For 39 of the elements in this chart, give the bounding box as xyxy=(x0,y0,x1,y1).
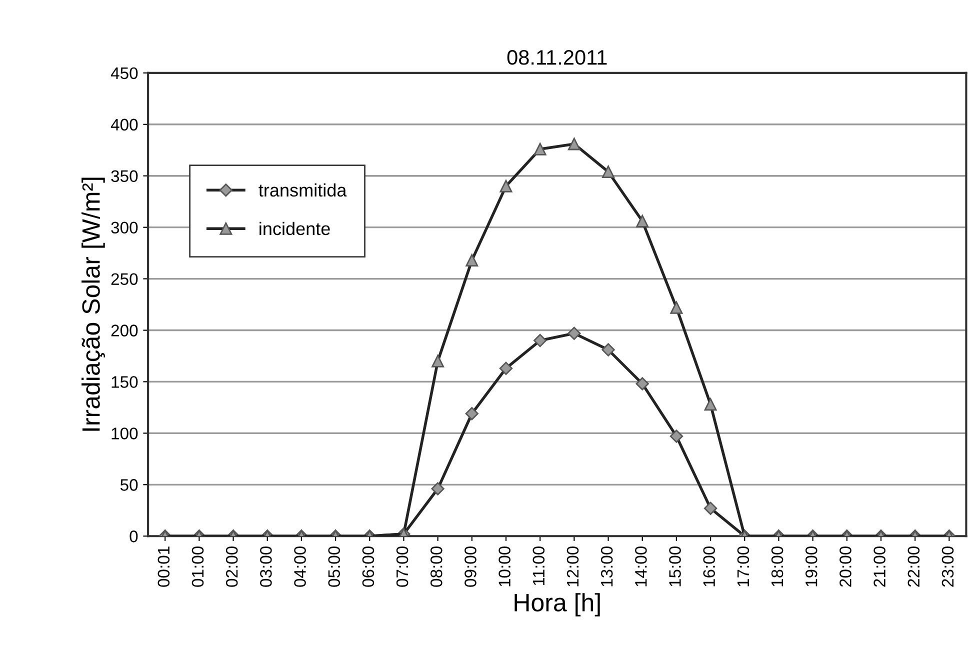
x-tick-label: 16:00 xyxy=(703,546,716,586)
y-tick-label: 450 xyxy=(110,67,138,80)
legend-label: transmitida xyxy=(258,183,347,197)
y-axis-title: Irradiação Solar [W/m²] xyxy=(82,178,105,431)
x-tick-label: 04:00 xyxy=(294,546,306,587)
x-tick-label: 02:00 xyxy=(226,546,238,587)
y-tick-label: 150 xyxy=(112,376,138,388)
x-tick-label: 01:00 xyxy=(192,546,204,587)
x-tick-label: 15:00 xyxy=(669,546,681,586)
x-tick-label: 08:00 xyxy=(430,546,442,587)
y-tick-label: 0 xyxy=(130,530,138,542)
x-tick-label: 13:00 xyxy=(600,546,613,586)
y-tick-label: 250 xyxy=(111,273,138,285)
x-tick-label: 12:00 xyxy=(566,546,579,586)
x-tick-label: 05:00 xyxy=(328,546,340,587)
y-tick-label: 200 xyxy=(111,324,138,336)
x-tick-label: 18:00 xyxy=(771,546,784,586)
x-tick-label: 17:00 xyxy=(737,546,750,586)
x-tick-label: 21:00 xyxy=(874,546,886,587)
x-tick-label: 19:00 xyxy=(805,546,818,586)
x-tick-label: 11:00 xyxy=(532,546,545,586)
x-tick-label: 07:00 xyxy=(396,546,408,587)
y-tick-label: 400 xyxy=(110,118,138,131)
y-tick-label: 100 xyxy=(112,428,138,440)
x-tick-label: 14:00 xyxy=(635,546,647,586)
x-tick-label: 23:00 xyxy=(942,546,954,587)
y-tick-label: 300 xyxy=(111,222,138,234)
x-axis-title: Hora [h] xyxy=(514,593,600,616)
x-tick-label: 20:00 xyxy=(840,546,852,587)
x-tick-label: 06:00 xyxy=(362,546,374,587)
chart-title: 08.11.2011 xyxy=(507,50,607,65)
legend-label: incidente xyxy=(260,222,330,236)
y-tick-label: 50 xyxy=(120,479,138,491)
x-tick-label: 00:01 xyxy=(158,546,170,587)
x-tick-label: 10:00 xyxy=(498,546,510,586)
x-tick-label: 09:00 xyxy=(464,546,476,587)
y-tick-label: 350 xyxy=(111,170,138,182)
x-tick-label: 22:00 xyxy=(908,546,920,587)
x-tick-label: 03:00 xyxy=(260,546,272,587)
